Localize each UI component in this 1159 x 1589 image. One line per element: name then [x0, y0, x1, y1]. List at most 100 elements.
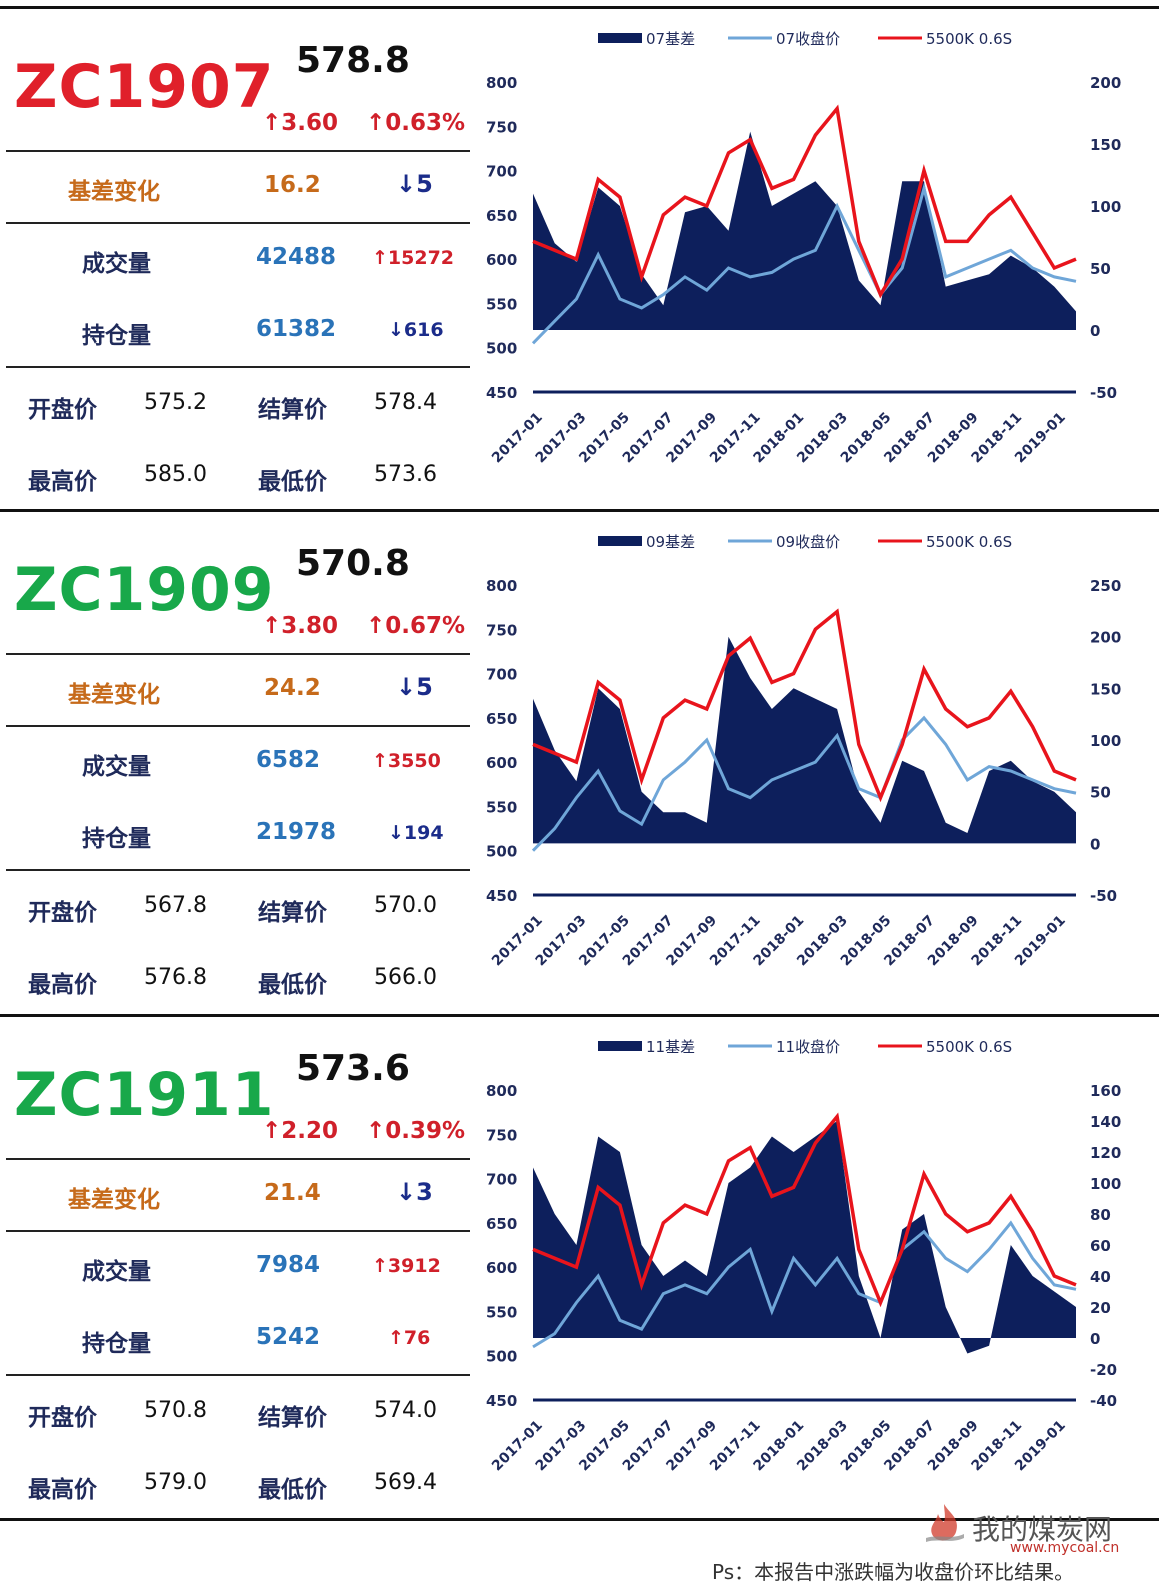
left-tick-label: 650	[486, 207, 517, 225]
volume-value: 6582	[256, 747, 321, 773]
separator	[6, 653, 470, 655]
left-tick-label: 450	[486, 384, 517, 402]
open-interest-value: 61382	[256, 316, 337, 342]
separator	[6, 1230, 470, 1232]
open-price-label: 开盘价	[28, 1405, 97, 1431]
close-price-line	[532, 1220, 1077, 1349]
separator	[6, 725, 470, 727]
right-tick-label: -50	[1090, 887, 1117, 905]
separator	[6, 1374, 470, 1376]
right-tick-label: -50	[1090, 384, 1117, 402]
left-tick-label: 750	[486, 1126, 517, 1144]
contract-panel: ZC1911 573.6 ↑2.20 ↑0.39% 基差变化 21.4 ↓3 成交量 7984 ↑…	[0, 1018, 470, 1523]
left-tick-label: 550	[486, 798, 517, 816]
right-tick-label: 160	[1090, 1082, 1121, 1100]
basis-label: 基差变化	[68, 179, 160, 205]
basis-change: ↓5	[396, 170, 433, 198]
volume-change: ↑3912	[372, 1255, 441, 1277]
low-price-label: 最低价	[258, 469, 327, 495]
contract-block: ZC1909 570.8 ↑3.80 ↑0.67% 基差变化 24.2 ↓5 成交量 6582 ↑…	[0, 513, 1159, 1018]
open-interest-label: 持仓量	[82, 1331, 151, 1357]
settle-price-value: 574.0	[374, 1398, 437, 1423]
contract-code: ZC1907	[14, 52, 275, 122]
brand-name: 我的煤炭网	[972, 1513, 1113, 1546]
low-price-label: 最低价	[258, 1477, 327, 1503]
left-tick-label: 750	[486, 118, 517, 136]
right-tick-label: 0	[1090, 835, 1100, 853]
high-price-label: 最高价	[28, 469, 97, 495]
volume-label: 成交量	[82, 754, 151, 780]
right-tick-label: 150	[1090, 136, 1121, 154]
left-tick-label: 750	[486, 621, 517, 639]
settle-price-label: 结算价	[258, 1405, 327, 1431]
left-tick-label: 800	[486, 1082, 517, 1100]
left-tick-label: 800	[486, 74, 517, 92]
settle-price-label: 结算价	[258, 900, 327, 926]
left-tick-label: 650	[486, 710, 517, 728]
volume-value: 42488	[256, 244, 337, 270]
right-tick-label: 50	[1090, 260, 1111, 278]
legend-swatch-0	[598, 33, 642, 43]
spot-price-line	[532, 1112, 1077, 1308]
price-change: ↑2.20	[262, 1118, 339, 1144]
separator	[6, 150, 470, 152]
legend-swatch-0	[598, 1041, 642, 1051]
volume-change: ↑3550	[372, 750, 441, 772]
price-change-pct: ↑0.39%	[366, 1118, 466, 1144]
left-tick-label: 600	[486, 1259, 517, 1277]
left-tick-label: 700	[486, 666, 517, 684]
right-tick-label: 100	[1090, 198, 1121, 216]
basis-chart: 07基差 07收盘价 5500K 0.6S800750700650600550500…	[486, 30, 1121, 466]
close-price-line	[531, 715, 1077, 852]
basis-change: ↓5	[396, 673, 433, 701]
high-price-value: 576.8	[144, 965, 207, 990]
left-tick-label: 700	[486, 1171, 517, 1189]
high-price-label: 最高价	[28, 972, 97, 998]
basis-change: ↓3	[396, 1178, 433, 1206]
open-interest-value: 5242	[256, 1324, 321, 1350]
right-tick-label: -20	[1090, 1361, 1117, 1379]
left-tick-label: 600	[486, 251, 517, 269]
legend-label-2: 5500K 0.6S	[926, 533, 1012, 551]
right-tick-label: 100	[1090, 732, 1121, 750]
block-rule-2	[0, 1014, 1159, 1017]
settle-price-value: 570.0	[374, 893, 437, 918]
left-tick-label: 650	[486, 1215, 517, 1233]
basis-chart: 09基差 09收盘价 5500K 0.6S800750700650600550500…	[486, 533, 1121, 969]
legend-label-0: 11基差	[646, 1038, 695, 1056]
brand-url: www.mycoal.cn	[1010, 1540, 1120, 1556]
right-tick-label: 0	[1090, 322, 1100, 340]
basis-chart: 11基差 11收盘价 5500K 0.6S800750700650600550500…	[486, 1038, 1121, 1474]
volume-change: ↑15272	[372, 247, 455, 269]
right-tick-label: 140	[1090, 1113, 1121, 1131]
high-price-value: 585.0	[144, 462, 207, 487]
bottom-rule	[0, 1518, 1159, 1521]
last-price: 573.6	[296, 1048, 410, 1089]
separator	[6, 1158, 470, 1160]
open-interest-change: ↓616	[388, 319, 444, 341]
price-change-pct: ↑0.67%	[366, 613, 466, 639]
last-price: 570.8	[296, 543, 410, 584]
open-price-value: 575.2	[144, 390, 207, 415]
left-tick-label: 700	[486, 163, 517, 181]
legend-swatch-0	[598, 536, 642, 546]
legend-label-1: 07收盘价	[776, 30, 840, 48]
last-price: 578.8	[296, 40, 410, 81]
left-tick-label: 500	[486, 1348, 517, 1366]
left-tick-label: 800	[486, 577, 517, 595]
low-price-value: 566.0	[374, 965, 437, 990]
volume-label: 成交量	[82, 251, 151, 277]
contract-panel: ZC1907 578.8 ↑3.60 ↑0.63% 基差变化 16.2 ↓5 成交量 42488…	[0, 10, 470, 515]
legend-label-1: 09收盘价	[776, 533, 840, 551]
basis-area	[533, 636, 1076, 844]
left-tick-label: 500	[486, 340, 517, 358]
block-rule-1	[0, 509, 1159, 512]
open-interest-label: 持仓量	[82, 323, 151, 349]
legend-label-2: 5500K 0.6S	[926, 1038, 1012, 1056]
contract-block: ZC1911 573.6 ↑2.20 ↑0.39% 基差变化 21.4 ↓3 成交量 7984 ↑…	[0, 1018, 1159, 1523]
high-price-label: 最高价	[28, 1477, 97, 1503]
price-change-pct: ↑0.63%	[366, 110, 466, 136]
right-tick-label: 120	[1090, 1144, 1121, 1162]
right-tick-label: 40	[1090, 1268, 1111, 1286]
left-tick-label: 450	[486, 887, 517, 905]
